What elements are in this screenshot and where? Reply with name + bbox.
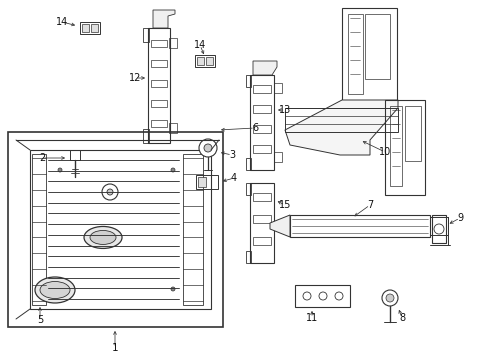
Bar [364,14,389,79]
Bar [273,152,282,162]
Circle shape [381,290,397,306]
Bar [245,75,250,87]
Polygon shape [153,10,175,28]
Circle shape [58,287,62,291]
Bar [245,183,250,195]
Text: 10: 10 [378,147,390,157]
Bar [252,85,270,93]
Circle shape [318,292,326,300]
Bar [142,129,149,143]
Bar [285,108,397,132]
Text: 2: 2 [39,153,45,163]
Bar [389,106,401,186]
Bar [8,132,223,327]
Bar [82,24,89,32]
Bar [30,150,210,309]
Bar [249,75,273,170]
Bar [347,14,362,94]
Bar [151,80,167,87]
Circle shape [433,224,443,234]
Circle shape [303,292,310,300]
Text: 14: 14 [193,40,206,50]
Bar [245,251,250,263]
Text: 9: 9 [456,213,462,223]
Bar [196,175,218,189]
Bar [252,215,270,223]
Circle shape [334,292,342,300]
Bar [80,22,100,34]
Text: 8: 8 [398,313,404,323]
Bar [151,60,167,67]
Ellipse shape [40,282,70,298]
Bar [151,120,167,127]
Bar [183,154,203,305]
Circle shape [199,139,217,157]
Text: 5: 5 [37,315,43,325]
Text: 15: 15 [278,200,290,210]
Bar [384,100,424,195]
Bar [169,123,177,133]
Bar [198,177,205,187]
Bar [252,193,270,201]
Circle shape [107,189,113,195]
Circle shape [58,168,62,172]
Polygon shape [252,61,276,75]
Bar [32,154,46,305]
Bar [252,145,270,153]
Text: 11: 11 [305,313,318,323]
Text: 6: 6 [251,123,258,133]
Circle shape [203,144,212,152]
Ellipse shape [84,226,122,248]
Text: 3: 3 [228,150,235,160]
Bar [197,57,203,65]
Polygon shape [269,215,289,237]
Bar [431,215,445,243]
Text: 13: 13 [278,105,290,115]
Circle shape [171,287,175,291]
Text: 4: 4 [230,173,237,183]
Text: 12: 12 [128,73,141,83]
Bar [252,237,270,245]
Bar [169,38,177,48]
Circle shape [385,294,393,302]
Bar [148,28,170,143]
Bar [205,57,213,65]
Bar [273,83,282,93]
Circle shape [171,168,175,172]
Text: 1: 1 [111,343,118,353]
Bar [151,40,167,47]
Bar [70,150,80,160]
Bar [294,285,349,307]
Bar [195,55,215,67]
Polygon shape [285,100,397,155]
Bar [151,100,167,107]
Bar [91,24,98,32]
Bar [404,106,420,161]
Ellipse shape [90,230,116,244]
Bar [249,183,273,263]
Bar [142,28,149,42]
Bar [429,217,447,235]
Bar [289,215,429,237]
Circle shape [102,184,118,200]
Bar [341,8,396,103]
Text: 7: 7 [366,200,372,210]
Text: 14: 14 [56,17,68,27]
Ellipse shape [35,277,75,303]
Bar [252,105,270,113]
Bar [245,158,250,170]
Bar [252,125,270,133]
